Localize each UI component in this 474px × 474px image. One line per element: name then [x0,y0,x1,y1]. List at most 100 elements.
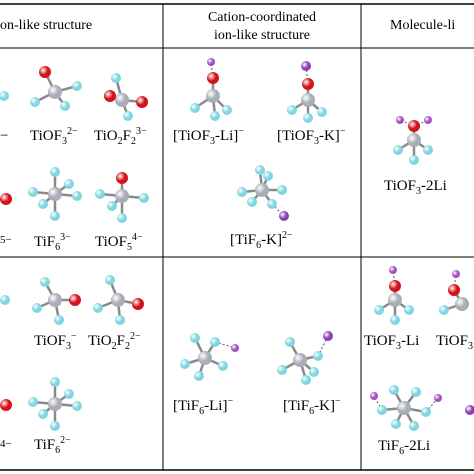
label-edge-5minus: 5− [0,234,12,246]
atom-o [0,193,12,205]
label-tif6-k-complex: [TiF6-K]2− [230,230,293,251]
atom-f [255,165,265,175]
molecule-tiof3-minus [32,277,81,325]
atom-f [190,333,200,343]
atom-f [123,111,133,121]
atom-f [411,387,421,397]
atom-f [0,91,9,101]
atom-f [50,167,60,177]
coordination-bond [425,397,439,413]
molecule-tio2f2-2minus [93,275,144,325]
molecule-tiof3-2li [393,116,433,165]
atom-f [374,305,384,315]
molecule-tif6-2minus [28,377,82,431]
atom-ti [48,397,62,411]
atom-f [237,187,247,197]
label-tif6-3minus: TiF63− [34,232,71,253]
header-molecule-like: Molecule-li [390,18,456,33]
label-tiof3-minus: TiOF3− [34,331,77,352]
atom-ti [301,93,315,107]
atom-f [194,371,204,381]
atom-f [277,185,287,195]
atom-ti [48,187,62,201]
atom-f [247,197,257,207]
atom-o [408,120,420,132]
atom-ti [115,189,129,203]
coordination-bond [271,203,285,217]
atom-li [207,58,215,66]
atom-o [116,172,128,184]
atom-o [302,78,314,90]
atom-f [72,81,82,91]
header-ion-like-structure: on-like structure [0,18,93,33]
atom-o [104,90,116,102]
molecule-edge-fragment-r2b [0,399,12,411]
atom-f [389,385,399,395]
atom-f [72,191,82,201]
atom-f [32,303,42,313]
atom-f [30,97,40,107]
atom-f [309,367,319,377]
atom-f [222,105,232,115]
atom-f [107,201,117,211]
atom-ti [455,297,469,311]
label-tiof3-2minus: TiOF32− [30,126,78,147]
molecule-tiof3-2minus [30,66,82,111]
atom-ti [198,351,212,365]
atom-f [218,361,228,371]
label-edge-minus-1: − [0,128,9,144]
atom-f [115,315,125,325]
atom-f [190,103,200,113]
atom-f [313,351,323,361]
atom-f [421,407,431,417]
label-tif6-2li: TiF6-2Li [378,438,430,457]
atom-f [40,277,50,287]
molecule-edge-fragment-r1b [0,193,12,205]
atom-li [434,394,442,402]
atom-f [404,305,414,315]
atom-f [390,315,400,325]
molecule-tif6-li [180,333,239,381]
atom-f [93,303,103,313]
atom-f [439,305,449,315]
molecule-tif6-k-2 [277,331,333,385]
atom-f [38,199,48,209]
atom-f [210,337,220,347]
atom-f [317,107,327,117]
atom-f [277,365,287,375]
atom-li [370,392,378,400]
molecule-tiof3-li [190,58,232,121]
atom-li [452,270,460,278]
atom-f [54,315,64,325]
atom-f [210,111,220,121]
atom-li [389,266,397,274]
molecule-tio2f2-3minus [104,73,148,121]
atom-ti [111,293,125,307]
atom-f [377,405,387,415]
atom-f [50,421,60,431]
header-cation-coordinated-line1: Cation-coordinated [207,10,317,25]
atom-k [323,331,333,341]
atom-f [409,421,419,431]
label-tif6-2minus: TiF62− [34,435,71,456]
atom-ti [48,85,62,99]
atom-f [393,145,403,155]
molecule-tiof5-4minus [95,172,149,223]
molecule-edge-fragment-r2a [0,295,10,305]
molecule-tif6-2li [370,385,442,431]
atom-o [39,66,51,78]
molecule-edge-fragment-r1a [0,91,9,101]
label-edge-4minus: 4− [0,438,12,450]
atom-li [424,116,432,124]
atom-f [301,375,311,385]
atom-f [111,73,121,83]
atom-ti [293,353,307,367]
label-tio2f2-2minus: TiO2F22− [88,331,141,352]
atom-o [132,298,144,310]
atom-ti [397,401,411,415]
atom-ti [407,133,421,147]
coordination-bond [305,65,309,85]
atom-f [117,213,127,223]
